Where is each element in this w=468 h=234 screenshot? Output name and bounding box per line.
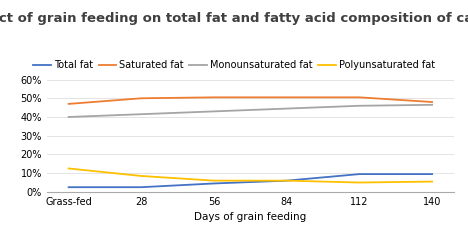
Monounsaturated fat bbox=[284, 107, 290, 110]
Monounsaturated fat bbox=[139, 113, 144, 116]
Saturated fat bbox=[284, 96, 290, 99]
Line: Polyunsaturated fat: Polyunsaturated fat bbox=[69, 168, 432, 183]
Text: Effect of grain feeding on total fat and fatty acid composition of cattle: Effect of grain feeding on total fat and… bbox=[0, 12, 468, 25]
Total fat bbox=[284, 179, 290, 182]
Saturated fat bbox=[66, 102, 72, 105]
Polyunsaturated fat bbox=[429, 180, 435, 183]
Saturated fat bbox=[211, 96, 217, 99]
Total fat bbox=[139, 186, 144, 189]
Monounsaturated fat bbox=[66, 116, 72, 118]
Monounsaturated fat bbox=[357, 104, 362, 107]
Total fat bbox=[211, 182, 217, 185]
Saturated fat bbox=[429, 101, 435, 103]
Monounsaturated fat bbox=[429, 103, 435, 106]
Saturated fat bbox=[357, 96, 362, 99]
Line: Monounsaturated fat: Monounsaturated fat bbox=[69, 105, 432, 117]
Line: Total fat: Total fat bbox=[69, 174, 432, 187]
Polyunsaturated fat bbox=[357, 181, 362, 184]
Legend: Total fat, Saturated fat, Monounsaturated fat, Polyunsaturated fat: Total fat, Saturated fat, Monounsaturate… bbox=[29, 56, 439, 74]
Saturated fat bbox=[139, 97, 144, 100]
Polyunsaturated fat bbox=[66, 167, 72, 170]
Polyunsaturated fat bbox=[211, 179, 217, 182]
Total fat bbox=[357, 173, 362, 176]
X-axis label: Days of grain feeding: Days of grain feeding bbox=[194, 212, 307, 222]
Total fat bbox=[66, 186, 72, 189]
Line: Saturated fat: Saturated fat bbox=[69, 97, 432, 104]
Polyunsaturated fat bbox=[139, 175, 144, 177]
Polyunsaturated fat bbox=[284, 179, 290, 182]
Monounsaturated fat bbox=[211, 110, 217, 113]
Total fat bbox=[429, 173, 435, 176]
